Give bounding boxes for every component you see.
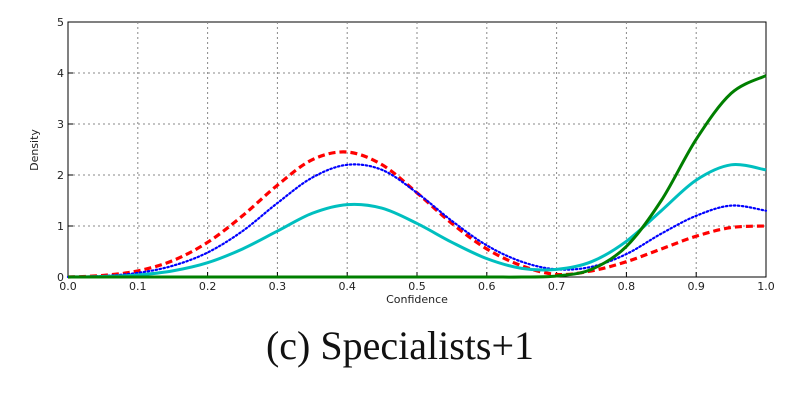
y-tick-label: 1 xyxy=(57,220,64,233)
series-group xyxy=(66,74,768,279)
series-line-4 xyxy=(68,74,767,279)
series-line-2 xyxy=(66,163,768,279)
x-tick-label: 0.0 xyxy=(59,280,77,293)
x-tick-label: 0.5 xyxy=(408,280,426,293)
series-line-3 xyxy=(67,162,767,279)
density-chart: 0.0 0.1 0.2 0.3 0.4 0.5 0.6 0.7 0.8 0.9 1.0012345 … xyxy=(28,16,775,306)
y-tick-label: 5 xyxy=(57,16,64,29)
x-tick-label: 1.0 xyxy=(757,280,775,293)
x-axis-label: Confidence xyxy=(386,293,448,306)
grid xyxy=(68,22,766,277)
x-tick-label: 0.7 xyxy=(548,280,566,293)
y-tick-label: 2 xyxy=(57,169,64,182)
figure-caption: (c) Specialists+1 xyxy=(265,323,535,368)
x-tick-label: 0.6 xyxy=(478,280,496,293)
tick-labels: 0.0 0.1 0.2 0.3 0.4 0.5 0.6 0.7 0.8 0.9 1.0 0 1 2 3 4 5 xyxy=(57,16,775,293)
x-tick-label: 0.4 xyxy=(338,280,356,293)
x-tick-label: 0.9 xyxy=(687,280,705,293)
y-tick-label: 4 xyxy=(57,67,64,80)
x-tick-label: 0.1 xyxy=(129,280,147,293)
y-tick-label: 3 xyxy=(57,118,64,131)
y-tick-label: 0 xyxy=(57,271,64,284)
x-tick-label: 0.2 xyxy=(199,280,217,293)
series-line-1 xyxy=(67,150,767,279)
x-tick-label: 0.3 xyxy=(269,280,287,293)
x-tick-label: 0.8 xyxy=(618,280,636,293)
y-axis-label: Density xyxy=(28,129,41,171)
